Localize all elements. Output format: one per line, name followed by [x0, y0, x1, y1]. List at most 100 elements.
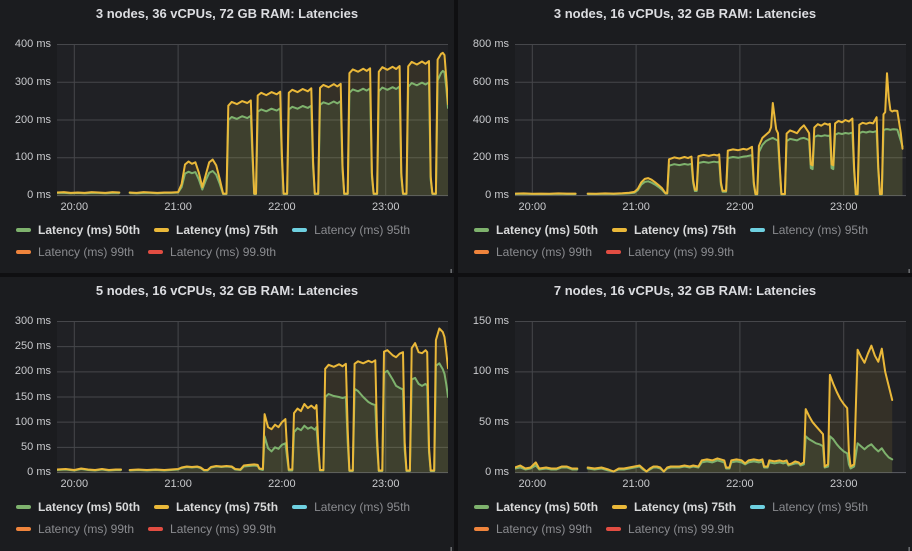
legend-series-swatch-icon	[474, 250, 489, 254]
x-axis-label: 23:00	[829, 201, 858, 213]
legend-item-99.9th[interactable]: Latency (ms) 99.9th	[606, 245, 734, 259]
x-axis: 20:00 21:00 22:00 23:00	[515, 201, 906, 215]
y-axis: 800 ms 600 ms 400 ms 200 ms 0 ms	[458, 38, 509, 201]
legend-series-swatch-icon	[16, 250, 31, 254]
latency-chart[interactable]	[515, 44, 906, 197]
latency-chart[interactable]	[57, 44, 448, 197]
x-axis: 20:00 21:00 22:00 23:00	[515, 478, 906, 492]
legend-item-99.9th[interactable]: Latency (ms) 99.9th	[606, 522, 734, 536]
legend-item-99.9th[interactable]: Latency (ms) 99.9th	[148, 522, 276, 536]
legend-item-99th[interactable]: Latency (ms) 99th	[474, 245, 592, 259]
x-axis-label: 20:00	[60, 201, 89, 213]
panel-title[interactable]: 7 nodes, 16 vCPUs, 32 GB RAM: Latencies	[553, 283, 817, 298]
series-fill-75th	[587, 345, 893, 473]
legend-item-95th[interactable]: Latency (ms) 95th	[292, 500, 410, 514]
legend-item-75th[interactable]: Latency (ms) 75th	[612, 223, 736, 237]
legend-item-50th[interactable]: Latency (ms) 50th	[474, 500, 598, 514]
x-axis-label: 21:00	[164, 478, 192, 490]
y-axis-label: 200 ms	[14, 113, 51, 126]
legend-item-75th[interactable]: Latency (ms) 75th	[154, 500, 278, 514]
legend: Latency (ms) 50th Latency (ms) 75th Latenc…	[474, 500, 904, 536]
series-line-75th	[128, 327, 448, 472]
panel-title[interactable]: 3 nodes, 36 vCPUs, 72 GB RAM: Latencies	[95, 6, 359, 21]
legend-series-swatch-icon	[474, 527, 489, 531]
y-axis: 300 ms 250 ms 200 ms 150 ms 100 ms 50 ms 0 ms	[0, 315, 51, 478]
legend-item-75th[interactable]: Latency (ms) 75th	[154, 223, 278, 237]
panel-7-nodes-16-vcpus: 7 nodes, 16 vCPUs, 32 GB RAM: Latencies …	[458, 277, 912, 551]
x-axis: 20:00 21:00 22:00 23:00	[57, 478, 448, 492]
legend-series-swatch-icon	[16, 527, 31, 531]
legend-series-swatch-icon	[292, 505, 308, 509]
panel-resize-handle-icon[interactable]	[444, 541, 453, 551]
y-axis-label: 50 ms	[479, 415, 509, 428]
legend-item-99.9th[interactable]: Latency (ms) 99.9th	[148, 245, 276, 259]
panel-5-nodes-16-vcpus: 5 nodes, 16 vCPUs, 32 GB RAM: Latencies …	[0, 277, 454, 551]
legend-label: Latency (ms) 50th	[496, 500, 599, 514]
panel-resize-handle-icon[interactable]	[902, 541, 911, 551]
panel-title[interactable]: 3 nodes, 16 vCPUs, 32 GB RAM: Latencies	[553, 6, 817, 21]
panel-resize-handle-icon[interactable]	[902, 263, 911, 273]
latency-chart[interactable]	[515, 321, 906, 474]
series-fill-75th	[129, 328, 448, 473]
legend-label: Latency (ms) 75th	[634, 500, 737, 514]
legend-series-swatch-icon	[750, 505, 766, 509]
y-axis-label: 0 ms	[27, 466, 51, 478]
legend-item-50th[interactable]: Latency (ms) 50th	[16, 223, 140, 237]
x-axis-label: 22:00	[268, 478, 296, 490]
y-axis-label: 150 ms	[14, 390, 51, 403]
y-axis: 150 ms 100 ms 50 ms 0 ms	[458, 315, 509, 478]
legend: Latency (ms) 50th Latency (ms) 75th Latenc…	[16, 223, 446, 259]
legend-series-swatch-icon	[16, 228, 31, 232]
legend-item-95th[interactable]: Latency (ms) 95th	[750, 500, 868, 514]
latency-chart[interactable]	[57, 321, 448, 474]
y-axis-label: 400 ms	[14, 38, 51, 50]
x-axis-label: 23:00	[829, 478, 858, 490]
legend-series-swatch-icon	[606, 250, 622, 254]
legend-item-99th[interactable]: Latency (ms) 99th	[16, 522, 134, 536]
legend-label: Latency (ms) 95th	[314, 223, 411, 237]
y-axis-label: 100 ms	[472, 365, 509, 378]
legend-label: Latency (ms) 95th	[314, 500, 411, 514]
x-axis-label: 22:00	[268, 201, 296, 213]
legend-label: Latency (ms) 75th	[176, 500, 279, 514]
y-axis-label: 200 ms	[472, 151, 509, 164]
x-axis-label: 21:00	[164, 201, 192, 213]
legend-item-50th[interactable]: Latency (ms) 50th	[474, 223, 598, 237]
legend-label: Latency (ms) 99.9th	[170, 522, 277, 536]
legend-series-swatch-icon	[16, 505, 31, 509]
legend-item-50th[interactable]: Latency (ms) 50th	[16, 500, 140, 514]
y-axis-label: 200 ms	[14, 365, 51, 378]
series-fill-50th	[587, 436, 893, 473]
legend-series-swatch-icon	[606, 527, 622, 531]
legend-item-95th[interactable]: Latency (ms) 95th	[292, 223, 410, 237]
legend-item-99th[interactable]: Latency (ms) 99th	[474, 522, 592, 536]
legend-label: Latency (ms) 75th	[176, 223, 279, 237]
panel-title[interactable]: 5 nodes, 16 vCPUs, 32 GB RAM: Latencies	[95, 283, 359, 298]
legend-series-swatch-icon	[154, 228, 170, 232]
x-axis-label: 22:00	[726, 478, 754, 490]
legend: Latency (ms) 50th Latency (ms) 75th Latenc…	[16, 500, 446, 536]
y-axis-label: 800 ms	[472, 38, 509, 50]
y-axis-label: 600 ms	[472, 75, 509, 88]
series-line-75th	[586, 72, 904, 195]
legend-item-75th[interactable]: Latency (ms) 75th	[612, 500, 736, 514]
legend-label: Latency (ms) 99th	[496, 245, 593, 259]
y-axis-label: 100 ms	[14, 151, 51, 164]
legend-item-95th[interactable]: Latency (ms) 95th	[750, 223, 868, 237]
legend-label: Latency (ms) 99th	[38, 245, 135, 259]
x-axis-label: 21:00	[622, 201, 650, 213]
y-axis-label: 250 ms	[14, 340, 51, 353]
y-axis-label: 0 ms	[485, 466, 509, 478]
panel-resize-handle-icon[interactable]	[444, 263, 453, 273]
x-axis-label: 21:00	[622, 478, 650, 490]
y-axis-label: 400 ms	[472, 113, 509, 126]
legend-label: Latency (ms) 50th	[38, 223, 141, 237]
legend-label: Latency (ms) 50th	[496, 223, 599, 237]
legend-series-swatch-icon	[612, 228, 628, 232]
x-axis-label: 23:00	[371, 201, 400, 213]
x-axis-label: 20:00	[518, 201, 547, 213]
legend-series-swatch-icon	[148, 527, 164, 531]
legend-item-99th[interactable]: Latency (ms) 99th	[16, 245, 134, 259]
panel-3-nodes-16-vcpus: 3 nodes, 16 vCPUs, 32 GB RAM: Latencies …	[458, 0, 912, 273]
